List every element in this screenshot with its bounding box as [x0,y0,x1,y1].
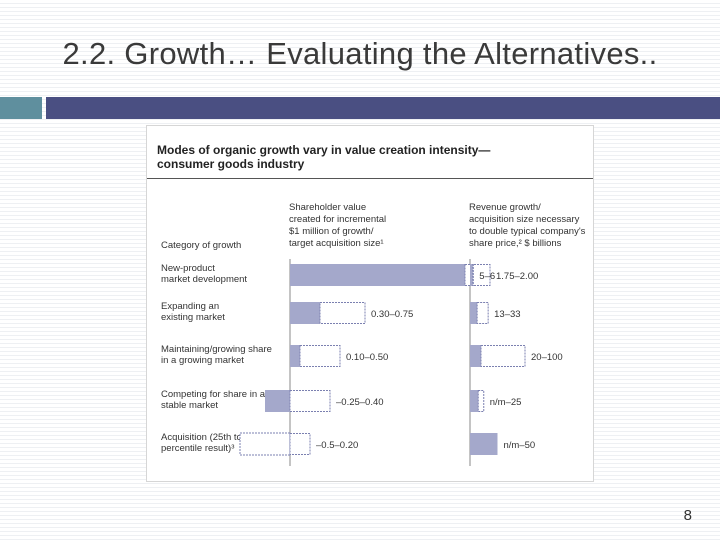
shareholder-value-label: 0.10–0.50 [346,352,388,363]
category-label: Maintaining/growing share [161,344,272,355]
revenue-growth-bar [470,390,479,412]
revenue-growth-label: 13–33 [494,309,520,320]
shareholder-value-label: 0.30–0.75 [371,309,413,320]
category-label: percentile result)³ [161,443,234,454]
revenue-growth-bar [470,345,481,367]
shareholder-value-negative-bar [265,390,290,412]
shareholder-value-range [289,390,331,412]
category-label: Acquisition (25th to 75th [161,432,263,443]
title-rule [147,178,593,179]
header-line: Shareholder value [289,202,367,213]
chart-title-line-2: consumer goods industry [157,157,305,171]
category-label: Expanding an [161,301,219,312]
header-line: target acquisition size¹ [289,238,384,249]
revenue-growth-range [477,390,485,412]
shareholder-value-negative-bar [239,432,291,456]
header-line: to double typical company's [469,226,586,237]
revenue-growth-bar [470,433,498,455]
header-line: acquisition size necessary [469,214,580,225]
revenue-growth-range [480,345,526,367]
revenue-growth-header: Revenue growth/ acquisition size necessa… [469,202,585,250]
shareholder-value-range [299,345,341,367]
category-label: New-product [161,263,215,274]
shareholder-value-bar [290,302,320,324]
shareholder-value-bar [290,345,300,367]
slide-title: 2.2. Growth… Evaluating the Alternatives… [62,36,658,71]
chart-title: Modes of organic growth vary in value cr… [157,143,577,171]
title-accent-bar [46,97,720,119]
revenue-growth-range [472,264,474,286]
revenue-growth-label: n/m–25 [490,397,522,408]
chart-panel: Modes of organic growth vary in value cr… [146,125,594,482]
chart-title-line-1: Modes of organic growth vary in value cr… [157,143,491,157]
category-header: Category of growth [161,240,242,251]
revenue-growth-label: n/m–50 [504,440,536,451]
header-line: $1 million of growth/ [289,226,374,237]
title-accent-teal [0,97,42,119]
header-line: created for incremental [289,214,387,225]
shareholder-value-bar [290,264,465,286]
revenue-growth-bar [470,264,473,286]
header-line: share price,² $ billions [469,238,562,249]
shareholder-value-label: –0.5–0.20 [316,440,358,451]
category-label: Competing for share in a [161,389,266,400]
header-line: Revenue growth/ [469,202,541,213]
shareholder-value-label: 1.75–2.00 [496,271,538,282]
shareholder-value-label: –0.25–0.40 [336,397,384,408]
category-label: stable market [161,400,218,411]
revenue-growth-label: 20–100 [531,352,563,363]
shareholder-value-range [289,433,311,455]
shareholder-value-header: Shareholder value created for incrementa… [289,202,386,250]
category-label: in a growing market [161,355,244,366]
revenue-growth-range [476,302,489,324]
category-label: existing market [161,312,225,323]
revenue-growth-bar [470,302,478,324]
shareholder-value-range [319,302,366,324]
category-label: market development [161,274,247,285]
page-number: 8 [683,507,692,524]
revenue-growth-label: 5–6 [479,271,495,282]
